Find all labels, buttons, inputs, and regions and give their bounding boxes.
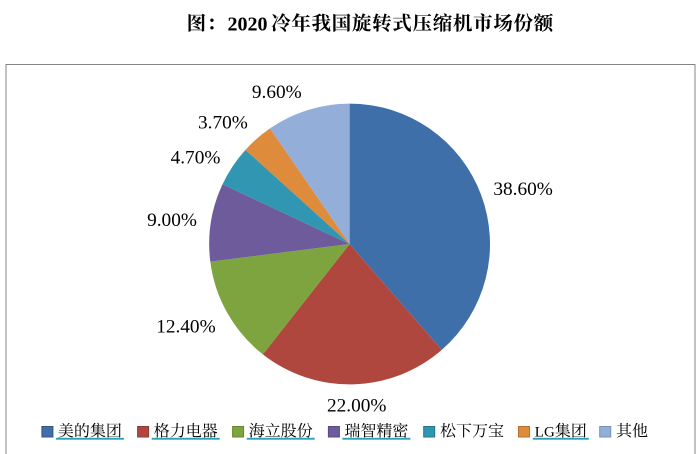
svg-text:12.40%: 12.40%: [156, 317, 215, 338]
svg-text:LG: LG: [535, 424, 555, 440]
svg-text:9.60%: 9.60%: [252, 82, 302, 103]
svg-text:22.00%: 22.00%: [327, 396, 386, 417]
svg-text:4.70%: 4.70%: [171, 147, 221, 168]
svg-text:3.70%: 3.70%: [198, 112, 248, 133]
svg-text:38.60%: 38.60%: [493, 179, 552, 200]
svg-text:9.00%: 9.00%: [147, 210, 197, 231]
svg-text:2020: 2020: [228, 14, 268, 36]
